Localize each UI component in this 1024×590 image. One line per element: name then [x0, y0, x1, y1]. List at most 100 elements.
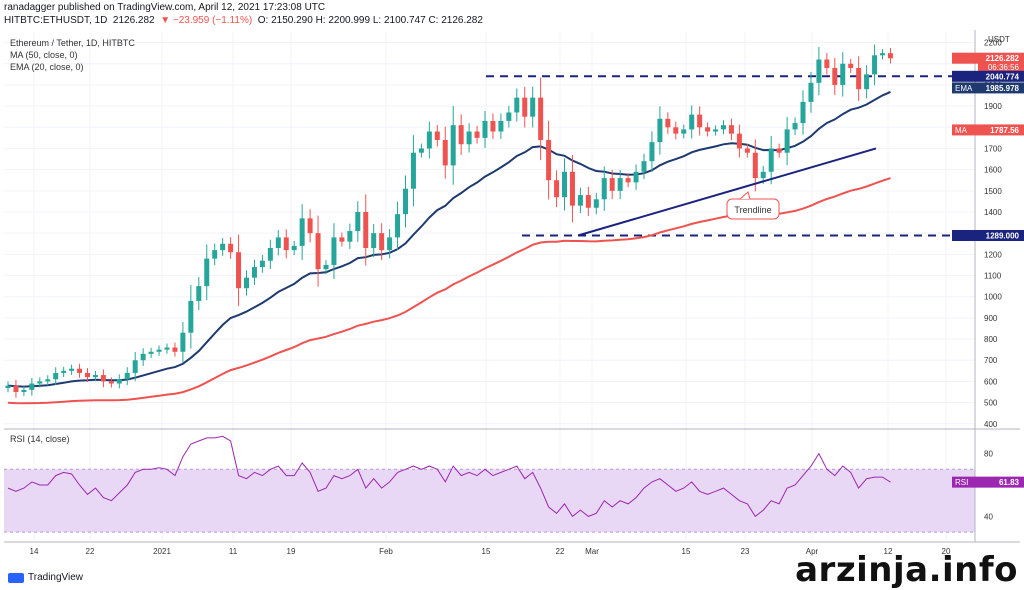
- levels: [486, 75, 975, 237]
- candle: [768, 148, 774, 172]
- candle: [498, 120, 504, 132]
- rsi-tag-bg: [952, 476, 1024, 488]
- candle: [259, 260, 265, 268]
- x-tick-label: 15: [482, 547, 491, 556]
- candle: [458, 125, 464, 145]
- candle: [132, 360, 138, 373]
- candle: [418, 148, 424, 153]
- candle: [728, 125, 734, 134]
- ohlc-change: ▼ −23.959 (−1.11%): [160, 15, 253, 26]
- grid: 4005006007008009001000110012001300140015…: [4, 32, 1002, 556]
- candle: [442, 140, 448, 166]
- candle: [673, 127, 679, 134]
- candle: [347, 231, 353, 242]
- candle: [108, 381, 114, 384]
- y-tick-label: 400: [984, 420, 998, 429]
- candle: [156, 349, 162, 352]
- candle: [228, 243, 234, 253]
- ema-tag-bg: [952, 82, 1024, 94]
- candle: [299, 218, 305, 246]
- candle: [180, 332, 186, 352]
- candle: [275, 237, 281, 248]
- candle: [705, 127, 711, 132]
- candle: [657, 118, 663, 143]
- candle: [482, 120, 488, 138]
- candle: [490, 120, 496, 132]
- candle: [736, 133, 742, 149]
- candle: [848, 63, 854, 68]
- candles: [5, 44, 893, 398]
- candle: [800, 101, 806, 124]
- footer-brand: TradingView: [28, 572, 84, 583]
- ohlc-line: HITBTC:ETHUSDT, 1D 2126.282 ▼ −23.959 (−…: [4, 15, 483, 26]
- y-tick-label: 500: [984, 399, 998, 408]
- rsi-tick-label: 80: [984, 450, 993, 459]
- candle: [45, 379, 51, 382]
- rsi-line: [7, 435, 891, 518]
- candle: [784, 129, 790, 153]
- legend-ema: EMA (20, close, 0): [10, 62, 84, 72]
- candle: [872, 55, 878, 75]
- last-price-tag-bg: [952, 52, 1024, 64]
- y-tick-label: 1700: [984, 144, 1002, 153]
- rsi-tag: 61.83: [999, 478, 1020, 487]
- trendline-callout: Trendline: [726, 191, 780, 220]
- candle: [355, 212, 361, 232]
- candle: [697, 114, 703, 128]
- candle: [212, 250, 218, 259]
- candle: [554, 180, 560, 198]
- x-tick-label: Apr: [806, 547, 819, 556]
- candle: [395, 214, 401, 238]
- candle: [426, 131, 432, 149]
- candle: [808, 82, 814, 102]
- candle: [538, 97, 544, 140]
- candle: [148, 351, 154, 354]
- y-tick-label: 1600: [984, 166, 1002, 175]
- candle: [562, 171, 567, 198]
- y-tick-label: 1000: [984, 293, 1002, 302]
- x-tick-label: 14: [30, 547, 39, 556]
- support-tag: 1289.000: [986, 232, 1020, 241]
- candle: [792, 123, 798, 130]
- x-tick-label: 19: [287, 547, 296, 556]
- support-tag-bg: [952, 230, 1024, 242]
- y-tick-label: 800: [984, 335, 998, 344]
- x-tick-label: 22: [556, 547, 565, 556]
- candle: [880, 53, 885, 56]
- watermark: arzinja.info: [795, 550, 1018, 590]
- y-tick-label: 1200: [984, 250, 1002, 259]
- candle: [633, 171, 639, 183]
- ohlc-values: O: 2150.290 H: 2200.999 L: 2100.747 C: 2…: [257, 15, 483, 26]
- candle: [331, 237, 337, 265]
- candle: [585, 195, 591, 208]
- candle: [609, 178, 615, 191]
- candle: [69, 368, 75, 371]
- candle: [617, 178, 623, 191]
- candle: [37, 381, 43, 384]
- candle: [188, 300, 194, 333]
- candle: [267, 248, 273, 261]
- y-tick-label: 2200: [984, 39, 1002, 48]
- candle: [816, 59, 822, 83]
- candle: [713, 129, 719, 132]
- candle: [522, 97, 528, 117]
- y-tick-label: 1500: [984, 187, 1002, 196]
- tradingview-logo-icon: [8, 572, 24, 583]
- candle: [13, 385, 19, 392]
- ohlc-open: 2126.282: [112, 15, 155, 26]
- x-tick-label: 22: [86, 547, 95, 556]
- legend-title: Ethereum / Tether, 1D, HITBTC: [10, 38, 135, 48]
- candle: [315, 233, 321, 270]
- y-tick-label: 700: [984, 356, 998, 365]
- candle: [760, 171, 766, 179]
- currency-label: USDT: [988, 35, 1010, 44]
- candle: [283, 237, 289, 251]
- x-tick-label: 2021: [153, 547, 171, 556]
- candle: [124, 372, 130, 380]
- candle: [450, 125, 456, 166]
- x-tick-label: 11: [229, 547, 238, 556]
- candle: [744, 148, 750, 153]
- candle: [752, 152, 758, 179]
- candle: [323, 264, 329, 270]
- ema20-line: [7, 90, 891, 388]
